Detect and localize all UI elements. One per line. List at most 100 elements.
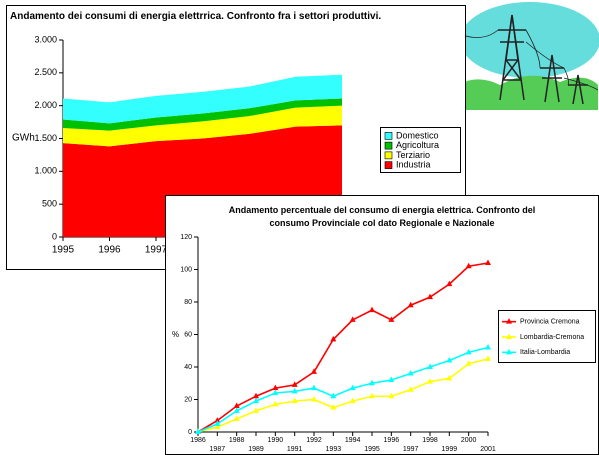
x-tick-label: 1991 <box>287 446 303 453</box>
y-tick-label: 500 <box>42 199 57 209</box>
y-tick-label: 0 <box>52 231 57 241</box>
marker <box>272 400 279 407</box>
x-tick-label: 1990 <box>268 437 284 444</box>
legend-label: Italia-Lombardia <box>520 349 570 356</box>
x-tick-label: 1994 <box>345 437 361 444</box>
x-tick-label: 2000 <box>461 437 477 444</box>
area <box>63 105 342 147</box>
marker <box>407 301 414 308</box>
marker <box>214 417 221 423</box>
chart-title: Andamento dei consumi di energia elettrr… <box>10 11 382 22</box>
marker <box>233 407 240 413</box>
y-tick-label: 120 <box>180 234 192 241</box>
marker <box>349 316 356 322</box>
marker <box>272 389 279 395</box>
x-tick-label: 1995 <box>364 446 380 453</box>
x-tick-label: 1988 <box>229 437 245 444</box>
legend-marker <box>506 333 512 339</box>
legend-marker <box>506 318 512 324</box>
marker <box>465 348 472 355</box>
legend-label: Lombardia-Cremona <box>520 334 584 341</box>
marker <box>485 344 491 350</box>
legend-label: Domestico <box>396 130 439 140</box>
legend-label: Industria <box>396 160 431 170</box>
x-tick-label: 1993 <box>326 446 342 453</box>
marker <box>253 407 259 413</box>
y-tick-label: 80 <box>184 299 192 306</box>
marker <box>214 420 221 426</box>
line <box>197 262 489 433</box>
legend-swatch <box>384 161 393 169</box>
marker <box>369 306 375 313</box>
marker <box>311 396 317 402</box>
marker <box>311 384 317 391</box>
marker <box>330 392 337 399</box>
marker <box>388 316 395 322</box>
marker <box>291 381 298 387</box>
marker <box>330 404 337 410</box>
x-tick-label: 1996 <box>98 245 121 256</box>
marker <box>465 360 472 366</box>
marker <box>407 386 414 392</box>
marker <box>369 392 375 399</box>
marker <box>446 357 453 363</box>
x-tick-label: 1992 <box>306 437 322 444</box>
y-tick-label: 1.000 <box>34 166 57 176</box>
x-tick-label: 1997 <box>145 245 168 256</box>
legend-label: Agricoltura <box>396 140 439 150</box>
marker <box>465 262 472 269</box>
marker <box>291 387 298 394</box>
area <box>63 98 342 131</box>
y-tick-label: 3.000 <box>34 34 57 44</box>
marker <box>349 397 356 404</box>
marker <box>446 280 453 287</box>
marker <box>485 259 491 265</box>
marker <box>427 378 433 384</box>
legend-swatch <box>384 151 393 160</box>
y-axis-label: GWh <box>12 133 35 144</box>
x-tick-label: 1996 <box>384 437 400 444</box>
marker <box>311 368 317 374</box>
legend-label: Terziario <box>396 150 430 160</box>
legend-box <box>380 127 461 173</box>
marker <box>330 335 337 342</box>
x-tick-label: 1995 <box>52 245 75 256</box>
y-axis-label: % <box>172 330 179 339</box>
marker <box>253 397 259 404</box>
marker <box>407 370 414 376</box>
x-tick-label: 1989 <box>248 446 264 453</box>
y-tick-label: 1.500 <box>34 133 57 143</box>
y-tick-label: 100 <box>180 266 192 273</box>
legend-swatch <box>384 141 393 150</box>
chart-title: Andamento percentuale del consumo di ene… <box>228 205 536 228</box>
y-tick-label: 2.500 <box>34 67 57 77</box>
line <box>197 358 489 433</box>
x-tick-label: 1999 <box>442 446 458 453</box>
marker <box>195 428 201 434</box>
marker <box>214 423 221 430</box>
legend-swatch <box>384 132 393 140</box>
marker <box>446 374 453 381</box>
legend-label: Provincia Cremona <box>520 319 580 326</box>
x-tick-label: 1986 <box>190 437 206 444</box>
marker <box>272 384 279 391</box>
x-tick-label: 2001 <box>480 446 496 453</box>
title-box: Andamento dei consumi di energia elettrr… <box>10 11 382 22</box>
marker <box>253 392 259 399</box>
x-tick-label: 1997 <box>403 446 419 453</box>
clip-art <box>445 2 599 110</box>
y-tick-label: 0 <box>188 429 192 436</box>
marker <box>233 402 240 408</box>
marker <box>388 376 395 382</box>
x-tick-label: 1987 <box>210 446 226 453</box>
chart: Andamento percentuale del consumo di ene… <box>165 195 599 455</box>
y-tick-label: 40 <box>184 364 192 371</box>
marker <box>291 397 298 404</box>
marker <box>369 379 375 386</box>
y-tick-label: 2.000 <box>34 100 57 110</box>
x-tick-label: 1998 <box>422 437 438 444</box>
marker <box>427 363 433 369</box>
title-box: Andamento percentuale del consumo di ene… <box>228 205 536 228</box>
marker <box>388 392 395 399</box>
